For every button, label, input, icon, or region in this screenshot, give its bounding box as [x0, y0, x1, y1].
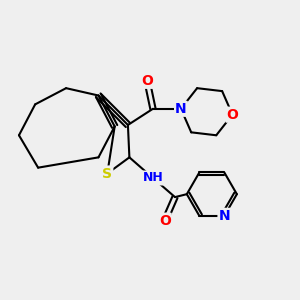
Text: O: O	[226, 108, 238, 122]
Text: N: N	[175, 102, 187, 116]
Text: O: O	[159, 214, 171, 228]
Text: NH: NH	[142, 172, 163, 184]
Text: O: O	[141, 74, 153, 88]
Text: S: S	[102, 167, 112, 181]
Text: N: N	[218, 209, 230, 223]
